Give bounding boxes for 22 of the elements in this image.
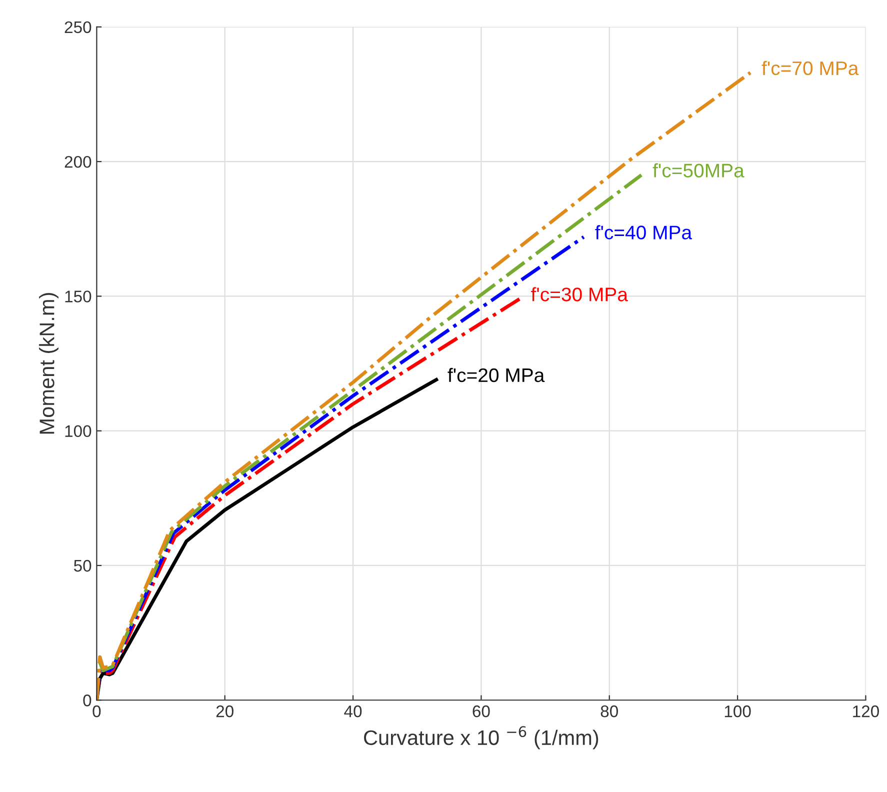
y-tick-label: 50 [74,560,92,572]
y-tick-label: 0 [83,694,92,706]
y-tick-label: 200 [64,156,92,168]
x-tick-label: 120 [853,705,879,718]
x-axis-title: Curvature x 10 $^{−6}$ (1/mm) [364,726,598,750]
line-series [96,378,438,700]
y-tick-label: 250 [64,21,92,34]
x-tick-label: 100 [724,705,751,718]
x-tick-label: 60 [472,705,490,718]
series-label: f'c=50MPa [652,163,744,178]
x-tick-label: 40 [344,705,362,718]
x-tick-label: 20 [216,705,234,718]
y-tick-label: 100 [65,425,92,438]
series-label: f'c=70 MPa [762,60,859,76]
line-series [96,70,752,700]
series-label: f'c=20 MPa [448,368,545,382]
x-tick-label: 80 [600,705,618,718]
series-label: f'c=30 MPa [531,287,628,302]
y-axis-title: Moment (kN.m) [39,293,58,434]
y-tick-label: 150 [65,290,92,302]
x-tick-label: 0 [92,705,101,718]
series-label: f'c=40 MPa [595,225,692,240]
